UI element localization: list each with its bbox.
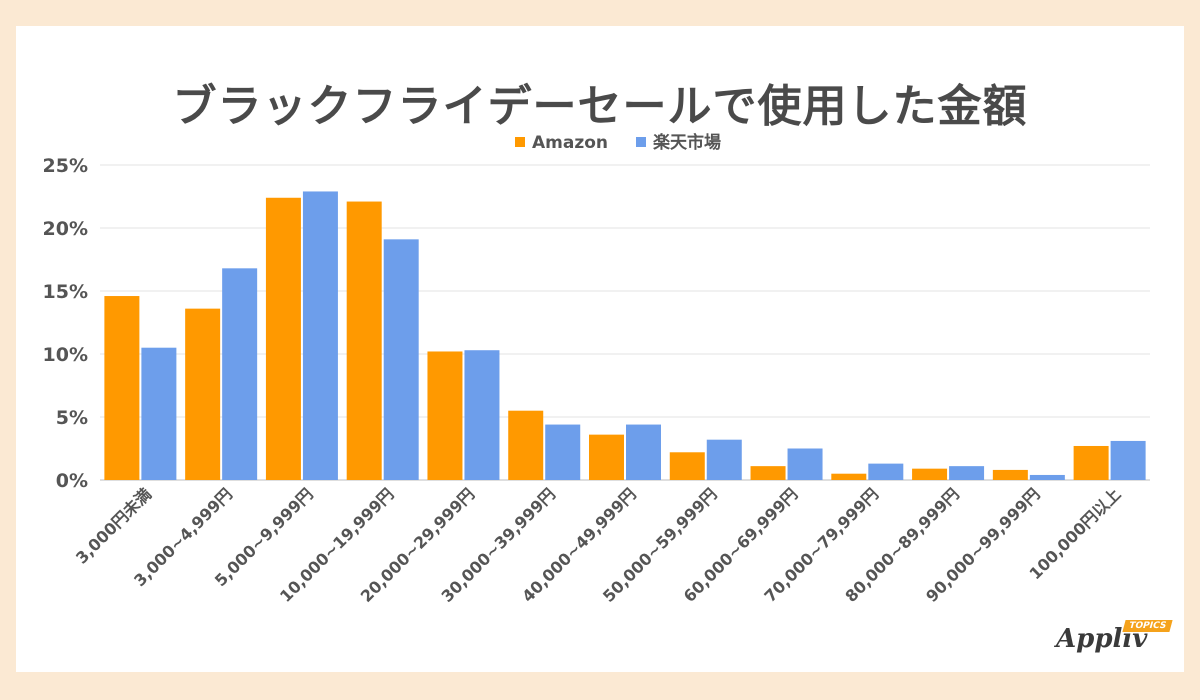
bar-amazon [750,466,786,480]
bar-rakuten [949,466,985,480]
bar-rakuten [464,350,500,480]
bar-rakuten [626,424,661,480]
bar-amazon [992,469,1028,480]
bar-amazon [346,201,382,481]
y-tick-label: 0% [56,470,88,492]
y-tick-label: 25% [43,155,88,177]
bar-amazon [427,351,463,480]
bar-rakuten [787,448,823,480]
bar-amazon [912,468,948,480]
x-tick-label: 3,000円未満 [72,484,155,567]
applivtopics-logo: Appliv TOPICS [1052,620,1173,660]
bar-amazon [104,296,140,480]
bar-rakuten [706,439,742,480]
bar-rakuten [545,424,581,480]
bar-amazon [508,410,544,480]
y-tick-label: 20% [43,218,88,240]
bar-amazon [669,452,705,480]
legend-label: Amazon [532,133,608,153]
gridlines [100,164,1150,481]
logo-badge: TOPICS [1122,620,1173,632]
y-tick-label: 15% [43,281,88,303]
y-tick-label: 5% [56,407,88,429]
legend: Amazon 楽天市場 [515,132,721,153]
legend-label: 楽天市場 [653,132,721,153]
bar-rakuten [868,463,904,480]
bar-rakuten [1029,474,1065,480]
bar-rakuten [302,191,338,480]
legend-swatch [515,137,525,147]
bars [104,191,1146,481]
bar-amazon [831,473,867,480]
bar-amazon [185,308,221,480]
x-tick-labels: 3,000円未満3,000~4,999円5,000~9,999円10,000~1… [72,484,1124,606]
bar-rakuten [222,268,258,480]
y-tick-labels: 0% 5% 10% 15% 20% 25% [43,155,88,492]
y-tick-label: 10% [43,344,88,366]
bar-rakuten [1110,440,1146,480]
legend-swatch [636,137,646,147]
bar-amazon [1073,445,1109,480]
bar-amazon [265,197,301,480]
bar-rakuten [141,347,177,480]
chart-title: ブラックフライデーセールで使用した金額 [172,81,1028,132]
bar-amazon [589,434,624,480]
bar-rakuten [383,239,419,480]
